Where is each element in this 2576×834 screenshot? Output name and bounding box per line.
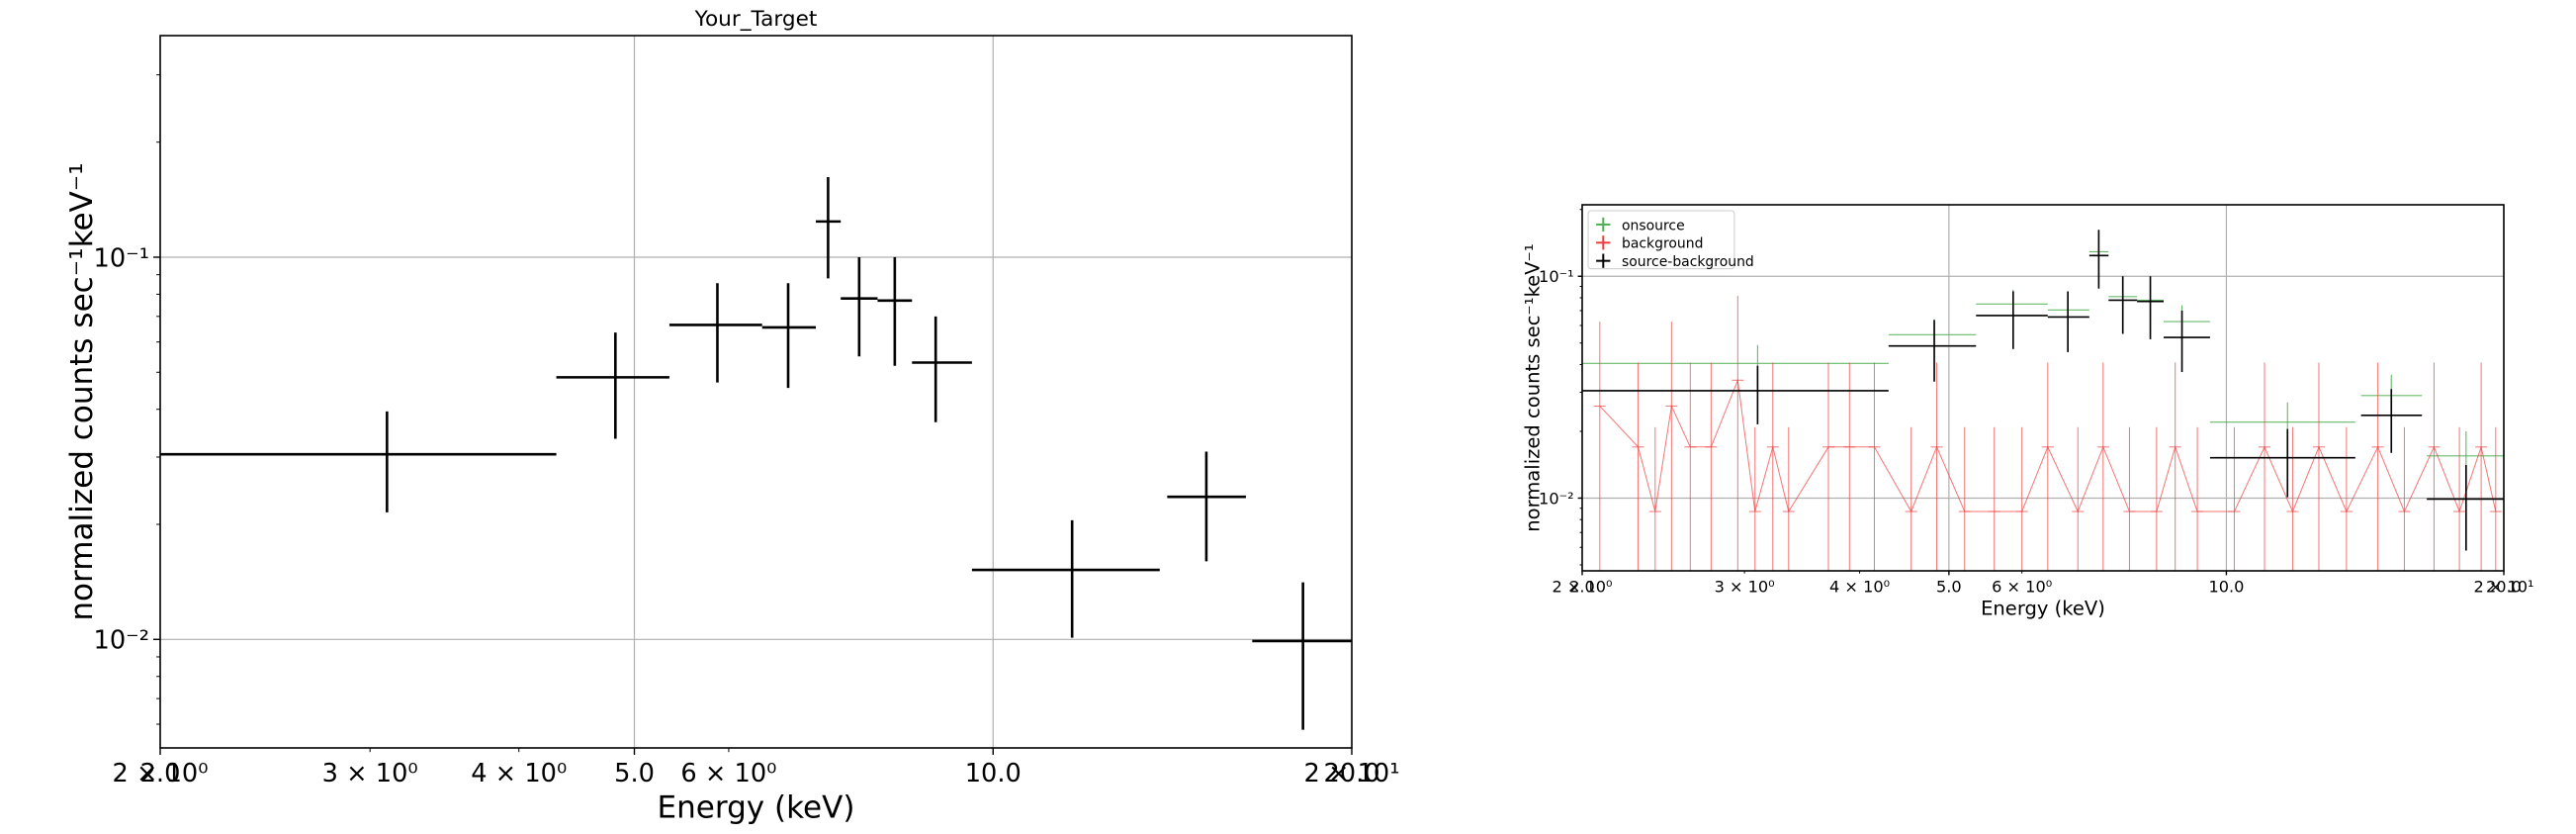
series-data xyxy=(160,177,1352,730)
x-tick-label: 10.0 xyxy=(2208,577,2244,596)
plot-frame xyxy=(159,35,1353,749)
legend-label: source-background xyxy=(1622,254,1754,270)
x-minor-tick-label: 4 × 10⁰ xyxy=(471,759,567,788)
y-tick-label: 10⁻¹ xyxy=(94,243,149,273)
chart-title: Your_Target xyxy=(694,7,818,32)
plot-frame xyxy=(1581,204,2505,572)
legend-label: onsource xyxy=(1622,218,1685,233)
x-tick-label: 2.0 xyxy=(1569,577,1595,596)
y-axis-label: normalized counts sec⁻¹keV⁻¹ xyxy=(1522,243,1545,531)
x-tick-label: 2.0 xyxy=(140,759,181,788)
x-minor-tick-label: 2 × 10⁰ xyxy=(1552,577,1612,596)
x-minor-tick-label: 4 × 10⁰ xyxy=(1829,577,1890,596)
x-axis-label: Energy (keV) xyxy=(657,789,854,825)
left-chart-panel: 2.0 5.0 10.0 20.0 2 × 10⁰ 3 × 10⁰ 4 × 10⁰ 6 × 1… xyxy=(64,7,1399,825)
y-axis-label: normalized counts sec⁻¹keV⁻¹ xyxy=(64,162,100,620)
x-minor-tick-label: 2 × 10¹ xyxy=(1303,759,1399,788)
legend: onsource background source-background xyxy=(1587,210,1754,270)
series-background xyxy=(1593,296,2502,571)
x-minor-tick-label: 2 × 10¹ xyxy=(2473,577,2533,596)
x-tick-label: 5.0 xyxy=(614,759,655,788)
y-tick-label: 10⁻² xyxy=(1539,489,1574,508)
x-minor-tick-label: 3 × 10⁰ xyxy=(322,759,418,788)
x-tick-label: 20.0 xyxy=(1323,759,1379,788)
x-tick-label: 20.0 xyxy=(2486,577,2522,596)
right-chart-panel: 2.0 5.0 10.0 20.0 2 × 10⁰ 3 × 10⁰ 4 × 10⁰ 6 × 1… xyxy=(1522,204,2534,619)
legend-box xyxy=(1587,210,1735,270)
x-minor-tick-label: 6 × 10⁰ xyxy=(680,759,776,788)
x-tick-label: 5.0 xyxy=(1936,577,1962,596)
x-tick-label: 10.0 xyxy=(965,759,1022,788)
x-minor-tick-label: 6 × 10⁰ xyxy=(1992,577,2052,596)
series-source-background xyxy=(1582,230,2504,551)
legend-label: background xyxy=(1622,236,1703,252)
y-tick-label: 10⁻¹ xyxy=(1539,267,1574,286)
x-axis-label: Energy (keV) xyxy=(1981,597,2105,619)
x-minor-tick-label: 2 × 10⁰ xyxy=(112,759,208,788)
y-tick-label: 10⁻² xyxy=(94,626,149,656)
x-minor-tick-label: 3 × 10⁰ xyxy=(1715,577,1775,596)
